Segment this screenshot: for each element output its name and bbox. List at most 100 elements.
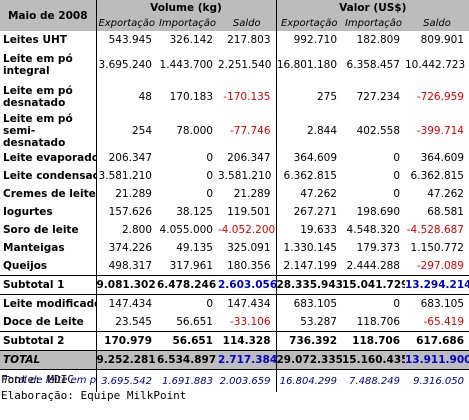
cell: -170.135 (223, 91, 271, 103)
subtotal-row: Subtotal 2 170.979 56.651 114.328 736.392 118… (0, 331, 469, 351)
cell: 118.706 (342, 331, 405, 351)
row-label: Iogurtes (3, 206, 53, 218)
cell: 28.335.943 (275, 275, 342, 295)
row-label: Doce de Leite (3, 316, 84, 328)
cell: 275 (275, 81, 342, 113)
cell: 2.444.288 (346, 260, 400, 272)
cell: 2.147.199 (275, 257, 342, 276)
cell: 16.804.299 (275, 369, 342, 392)
cell: 2.800 (95, 221, 157, 239)
cell: -77.746 (229, 125, 271, 137)
cell: 0 (206, 170, 213, 182)
cell: 29.072.335 (275, 350, 342, 370)
cell: 0 (393, 170, 400, 182)
cell: 727.234 (356, 91, 400, 103)
credit-note: Elaboração: Equipe MilkPoint (1, 389, 187, 402)
cell: 254 (95, 113, 157, 149)
cell: 182.809 (356, 34, 400, 46)
cell: 0 (206, 298, 213, 310)
cell: 3.695.542 (95, 369, 157, 392)
cell: 6.478.246 (157, 275, 218, 295)
cell: -65.419 (423, 316, 464, 328)
table-row: Leite em pó desnatado 48 170.183 -170.135 27… (0, 81, 469, 113)
cell: 38.125 (176, 206, 213, 218)
cell: 809.901 (420, 34, 464, 46)
cell: 992.710 (275, 31, 342, 49)
cell: 2.603.056 (218, 275, 276, 295)
row-label: Leite em pó desnatado (3, 85, 73, 109)
cell: 179.373 (356, 242, 400, 254)
cell: 6.358.457 (346, 59, 400, 71)
cell: 7.488.249 (349, 375, 400, 387)
table-row: Iogurtes 157.626 38.125 119.501 267.271 198.6… (0, 203, 469, 221)
cell: 21.289 (233, 188, 271, 200)
cell: 4.548.320 (346, 224, 400, 236)
cell: 1.330.145 (275, 239, 342, 257)
cell: 0 (393, 298, 400, 310)
cell: 325.091 (227, 242, 271, 254)
cell: 15.160.435 (342, 350, 405, 370)
cell: 78.000 (176, 125, 213, 137)
cell: 6.362.815 (275, 167, 342, 185)
cell: 9.316.050 (413, 375, 464, 387)
table-row: Leite condensado3.581.21003.581.2106.362… (0, 167, 469, 185)
table-row: Queijos 498.317 317.961 180.356 2.147.199 2.4… (0, 257, 469, 276)
cell: -4.052.200 (218, 224, 276, 236)
total-row: TOTAL 9.252.281 6.534.897 2.717.384 29.072.3… (0, 350, 469, 370)
cell: 147.434 (95, 294, 157, 313)
row-label: Queijos (3, 260, 48, 272)
cell: 4.055.000 (159, 224, 213, 236)
col-volume-export: Exportação (95, 15, 157, 31)
cell: 217.803 (227, 34, 271, 46)
row-label: Leite modificado (3, 298, 96, 310)
col-value-export: Exportação (275, 15, 342, 31)
cell: 23.545 (95, 313, 157, 332)
row-label: Soro de leite (3, 224, 79, 236)
table-row: Leite em pó integral 3.695.240 1.443.700 2.… (0, 49, 469, 81)
cell: 498.317 (95, 257, 157, 276)
cell: 56.651 (157, 331, 218, 351)
cell: 267.271 (275, 203, 342, 221)
cell: -33.106 (229, 316, 271, 328)
cell: 736.392 (275, 331, 342, 351)
cell: 364.609 (275, 149, 342, 167)
cell: 48 (95, 81, 157, 113)
cell: 683.105 (420, 298, 464, 310)
cell: 198.690 (356, 206, 400, 218)
cell: 49.135 (176, 242, 213, 254)
cell: 317.961 (169, 260, 213, 272)
row-label: Cremes de leite (3, 188, 96, 200)
cell: 56.651 (176, 316, 213, 328)
table-row: Cremes de leite 21.289 0 21.289 47.262 0 47.26… (0, 185, 469, 203)
table-row: Leite modificado 147.434 0 147.434 683.105 0 6… (0, 294, 469, 313)
period-label: Maio de 2008 (0, 0, 96, 31)
table-row: Manteigas 374.226 49.135 325.091 1.330.145 17… (0, 239, 469, 257)
row-label: Leite em pó integral (3, 53, 73, 77)
cell: -4.528.687 (406, 224, 464, 236)
cell: 206.347 (95, 149, 157, 167)
cell: 364.609 (420, 152, 464, 164)
cell: 6.534.897 (157, 350, 218, 370)
cell: 3.581.210 (218, 170, 272, 182)
cell: 10.442.723 (405, 59, 466, 71)
cell: 0 (206, 188, 213, 200)
col-volume-balance: Saldo (218, 15, 276, 31)
table-row: Leites UHT 543.945 326.142 217.803 992.710 18… (0, 31, 469, 49)
row-label: Total de leite em pó (3, 375, 96, 386)
cell: -726.959 (416, 91, 464, 103)
cell: 326.142 (169, 34, 213, 46)
row-label: Leite condensado (3, 170, 96, 182)
cell: 118.706 (356, 316, 400, 328)
cell: 1.150.772 (410, 242, 464, 254)
cell: 3.581.210 (95, 167, 157, 185)
col-value-import: Importação (342, 15, 405, 31)
cell: 47.262 (427, 188, 464, 200)
cell: 180.356 (227, 260, 271, 272)
cell: 47.262 (275, 185, 342, 203)
row-label: Subtotal 1 (0, 275, 96, 295)
cell: 0 (393, 152, 400, 164)
value-group-header: Valor (US$) (275, 0, 469, 15)
cell: 1.443.700 (159, 59, 213, 71)
cell: 683.105 (275, 294, 342, 313)
cell: 119.501 (227, 206, 271, 218)
